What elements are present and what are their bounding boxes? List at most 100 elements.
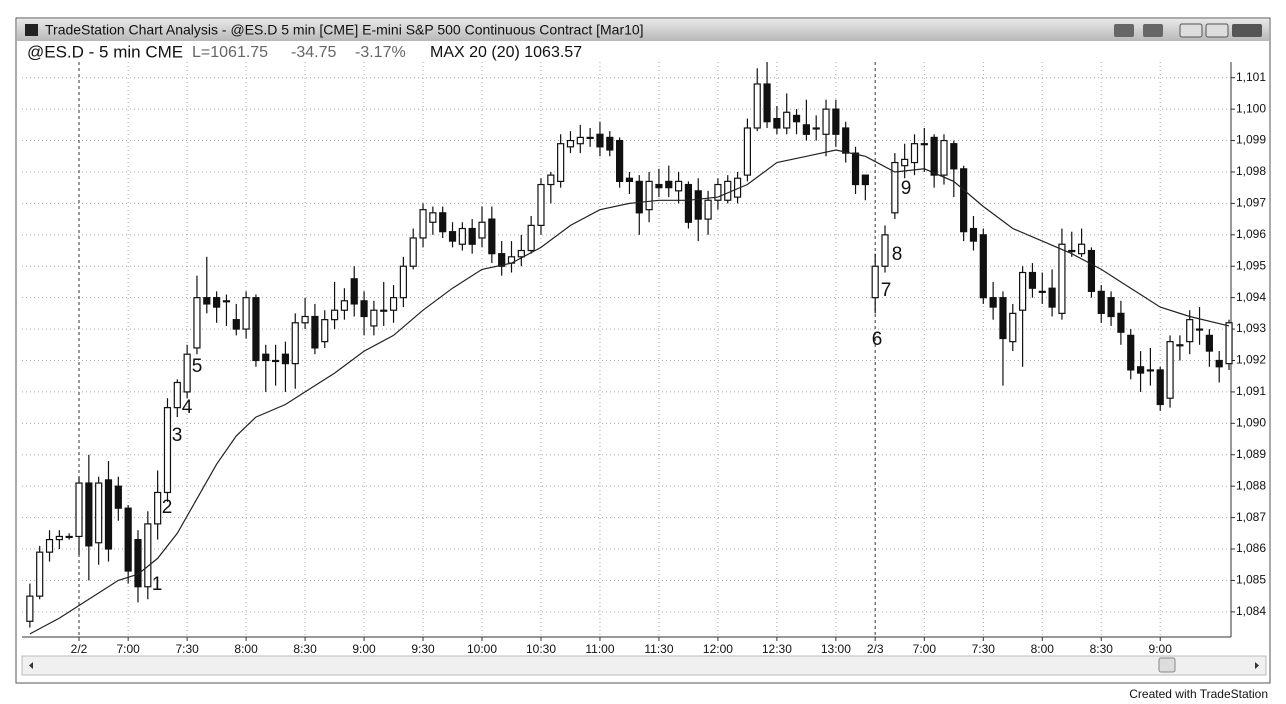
candle-body	[950, 143, 958, 170]
candle-body	[704, 199, 712, 220]
candle-body	[576, 136, 584, 145]
candle-body	[901, 158, 909, 167]
x-tick-label: 13:00	[821, 642, 851, 656]
candle-body	[1166, 341, 1174, 399]
candle-body	[134, 538, 142, 588]
scroll-left[interactable]	[29, 662, 33, 669]
footer: Created with TradeStation	[1129, 687, 1268, 701]
candle-body	[1068, 249, 1076, 253]
x-tick-label: 2/3	[867, 642, 884, 656]
candle-body	[183, 353, 191, 393]
candle-body	[1225, 322, 1233, 365]
candle-body	[232, 319, 240, 330]
candle-body	[645, 180, 653, 211]
scrollbar[interactable]	[21, 655, 1267, 676]
close-button[interactable]	[1232, 24, 1262, 37]
candle-body	[1038, 290, 1046, 293]
tool-button[interactable]	[1143, 24, 1163, 37]
candle-body	[124, 507, 132, 572]
candle-body	[399, 265, 407, 299]
candle-body	[222, 300, 231, 303]
scroll-right[interactable]	[1255, 662, 1259, 669]
title-bar	[17, 19, 1269, 41]
candle-body	[340, 300, 348, 311]
wave-label: 4	[182, 397, 193, 418]
candle-body	[429, 212, 437, 223]
candle-body	[380, 309, 388, 312]
candle-body	[1077, 243, 1086, 255]
minimize-button[interactable]	[1179, 23, 1203, 38]
candle-body	[881, 234, 889, 267]
candle-body	[1107, 297, 1115, 318]
moving-average	[29, 149, 1230, 635]
candle-body	[979, 234, 987, 299]
y-tick-label: 1,089	[1236, 447, 1266, 461]
x-tick-label: 10:30	[526, 642, 556, 656]
candle-body	[616, 139, 624, 182]
candle-body	[311, 315, 319, 349]
candle-body	[370, 309, 378, 327]
x-tick-label: 8:00	[234, 642, 258, 656]
wave-label: 3	[172, 425, 183, 446]
candle-body	[242, 297, 250, 330]
candle-body	[144, 523, 152, 588]
candle-body	[26, 595, 34, 622]
y-tick-label: 1,091	[1236, 384, 1266, 398]
candle-body	[1136, 366, 1145, 374]
x-tick-label: 11:30	[644, 642, 673, 656]
last-price: L=1061.75	[192, 44, 268, 61]
candle-body	[635, 180, 643, 214]
candle-body	[350, 278, 358, 305]
candle-body	[665, 180, 673, 189]
candle-body	[488, 218, 496, 255]
candle-body	[193, 297, 201, 349]
candle-body	[1186, 319, 1194, 343]
candle-body	[596, 133, 604, 148]
y-tick-label: 1,092	[1236, 353, 1266, 367]
window-buttons[interactable]	[1114, 23, 1262, 38]
x-tick-label: 8:30	[1090, 642, 1114, 656]
candle-body	[1058, 243, 1066, 314]
x-tick-label: 8:30	[293, 642, 317, 656]
candle-body	[409, 237, 417, 267]
candle-body	[262, 353, 270, 362]
window-title: TradeStation Chart Analysis - @ES.D 5 mi…	[45, 22, 644, 38]
candle-body	[557, 143, 565, 182]
candle-body	[802, 124, 810, 135]
y-tick-label: 1,095	[1236, 258, 1266, 272]
candle-body	[517, 249, 525, 258]
y-tick-label: 1,098	[1236, 164, 1266, 178]
maximize-button[interactable]	[1205, 23, 1229, 38]
candle-body	[321, 319, 329, 343]
candle-body	[1009, 312, 1017, 343]
y-tick-label: 1,094	[1236, 290, 1266, 304]
study-label: MAX 20 (20) 1063.57	[430, 44, 582, 61]
plot: 1,084 1,085 1,086 1,087 1,088 1,089 1,090 1,091…	[22, 62, 1266, 656]
tool-button[interactable]	[1114, 24, 1134, 37]
candle-body	[330, 309, 339, 321]
candle-body	[989, 297, 997, 308]
candle-body	[389, 297, 398, 311]
candle-body	[1195, 328, 1204, 331]
scroll-thumb[interactable]	[1158, 657, 1176, 673]
candle-body	[36, 551, 44, 597]
candle-body	[65, 535, 73, 539]
y-tick-label: 1,097	[1236, 196, 1266, 210]
candle-body	[763, 83, 771, 123]
x-tick-label: 9:30	[411, 642, 435, 656]
candle-body	[478, 221, 486, 239]
y-tick-label: 1,087	[1236, 510, 1266, 524]
wave-label: 7	[881, 280, 892, 301]
candle-body	[930, 136, 938, 176]
candle-body	[419, 209, 427, 239]
symbol: @ES.D - 5 min CME	[27, 42, 183, 61]
candle-body	[114, 485, 122, 509]
candle-body	[537, 183, 545, 226]
candle-body	[1205, 334, 1213, 352]
candle-body	[75, 482, 83, 538]
x-tick-label: 7:30	[175, 642, 199, 656]
wave-label: 2	[162, 497, 173, 518]
x-tick-label: 8:00	[1031, 642, 1055, 656]
y-tick-label: 1,090	[1236, 416, 1266, 430]
